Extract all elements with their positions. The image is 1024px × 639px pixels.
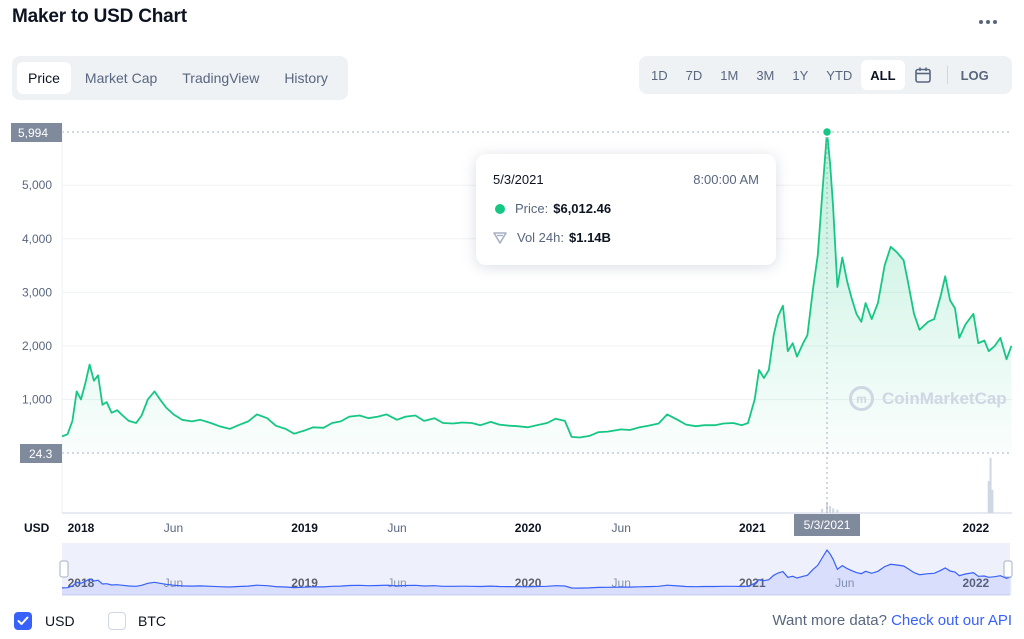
tab-tradingview[interactable]: TradingView [182, 70, 260, 86]
y-tick-label: 1,000 [22, 392, 52, 406]
api-link[interactable]: Check out our API [891, 612, 1012, 629]
tooltip-price-value: $6,012.46 [553, 201, 612, 216]
tab-history[interactable]: History [284, 70, 328, 86]
range-divider [946, 66, 948, 84]
x-tick-label: 2021 [739, 521, 766, 535]
volume-bar [829, 506, 832, 513]
usd-checkbox-label[interactable]: USD [45, 613, 75, 629]
navigator-tick-label: 2022 [963, 576, 990, 590]
range-1y[interactable]: 1Y [792, 67, 809, 83]
hover-point [821, 126, 833, 138]
chart-type-tabs: Price Market Cap TradingView History [12, 56, 348, 100]
volume-bar [821, 508, 824, 513]
y-max-label: 5,994 [18, 126, 48, 140]
api-prompt-text: Want more data? [772, 612, 887, 629]
check-icon [17, 616, 29, 625]
date-picker-button[interactable] [905, 60, 941, 90]
page-title: Maker to USD Chart [12, 6, 187, 27]
x-tick-label: 2020 [515, 521, 542, 535]
watermark-text: CoinMarketCap [882, 388, 1007, 408]
btc-checkbox-label[interactable]: BTC [138, 613, 166, 629]
usd-checkbox[interactable] [14, 612, 32, 630]
price-line [61, 131, 1013, 439]
volume-icon [493, 231, 507, 244]
volume-bar [991, 489, 994, 513]
hover-date-label: 5/3/2021 [804, 518, 851, 532]
volume-bar [832, 508, 835, 513]
range-all[interactable]: ALL [861, 60, 905, 90]
tooltip-volume-label: Vol 24h: [517, 230, 564, 245]
y-min-label: 24.3 [29, 447, 53, 461]
range-ytd[interactable]: YTD [826, 67, 853, 83]
price-tooltip: 5/3/2021 8:00:00 AM Price: $6,012.46 Vol… [476, 154, 776, 265]
btc-checkbox[interactable] [108, 612, 126, 630]
chart-footer: USD BTC Want more data? Check out our AP… [0, 606, 1024, 634]
time-range-selector: 1D 7D 1M 3M 1Y YTD ALL LOG [639, 56, 1012, 94]
tab-price[interactable]: Price [17, 62, 71, 94]
coinmarketcap-watermark: m CoinMarketCap [849, 386, 1007, 411]
more-options-button[interactable] [978, 12, 998, 32]
volume-bar [836, 509, 839, 513]
calendar-icon [914, 67, 931, 83]
log-scale-toggle[interactable]: LOG [960, 67, 989, 83]
y-min-marker [20, 444, 62, 463]
x-tick-label: 2019 [291, 521, 318, 535]
y-max-marker [11, 123, 62, 142]
navigator-tick-label: Jun [164, 576, 183, 590]
price-dot-icon [495, 203, 505, 214]
y-tick-label: 5,000 [22, 178, 52, 192]
more-dots-icon [979, 20, 983, 24]
navigator-left-handle[interactable] [59, 560, 69, 578]
navigator-tick-label: Jun [387, 576, 406, 590]
range-1m[interactable]: 1M [720, 67, 739, 83]
x-tick-label: Jun [612, 521, 631, 535]
price-area [62, 132, 1012, 453]
volume-bar [987, 481, 990, 513]
x-tick-label: Jun [164, 521, 183, 535]
x-tick-label: 2022 [963, 521, 990, 535]
volume-bar [989, 457, 992, 513]
navigator-area [62, 550, 1012, 595]
range-1d[interactable]: 1D [651, 67, 668, 83]
range-3m[interactable]: 3M [756, 67, 775, 83]
tooltip-volume-value: $1.14B [569, 230, 611, 245]
tooltip-date: 5/3/2021 [493, 172, 544, 187]
navigator-line [61, 548, 1012, 589]
tooltip-time: 8:00:00 AM [693, 172, 759, 187]
x-axis-currency-label: USD [24, 521, 50, 535]
range-7d[interactable]: 7D [685, 67, 703, 83]
navigator-tick-label: Jun [612, 576, 631, 590]
x-tick-label: Jun [387, 521, 406, 535]
y-tick-label: 4,000 [22, 232, 52, 246]
x-tick-label: 2018 [68, 521, 95, 535]
api-promo: Want more data? Check out our API [772, 612, 1012, 629]
tooltip-price-label: Price: [515, 201, 549, 216]
hover-date-marker [794, 514, 861, 536]
y-tick-label: 2,000 [22, 339, 52, 353]
navigator-tick-label: Jun [835, 576, 854, 590]
y-tick-label: 3,000 [22, 285, 52, 299]
coinmarketcap-logo: m [849, 386, 874, 411]
tab-market-cap[interactable]: Market Cap [84, 70, 158, 86]
navigator-right-handle[interactable] [1003, 560, 1013, 578]
